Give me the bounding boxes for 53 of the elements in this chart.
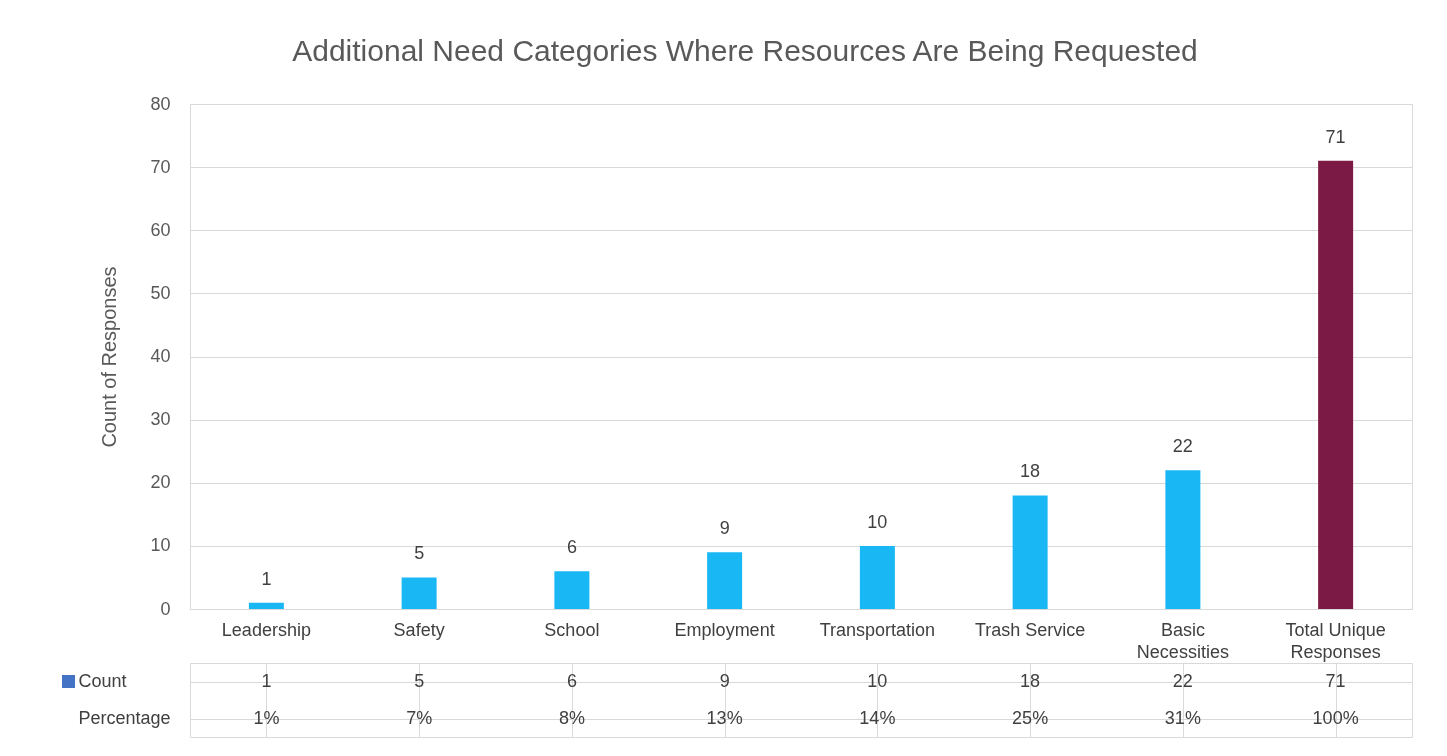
text: Percentage [78, 708, 171, 728]
y-tick-label: 60 [150, 219, 171, 240]
text: 7% [406, 707, 433, 728]
bar [1318, 160, 1354, 609]
text: 1 [261, 670, 272, 691]
x-tick-label: Safety [393, 619, 445, 640]
x-tick-label: Basic Necessities [1136, 619, 1229, 662]
text: 8% [558, 707, 585, 728]
data-label: 1 [261, 568, 272, 589]
y-tick-label: 0 [160, 598, 171, 619]
text: 25% [1012, 707, 1049, 728]
x-tick-label: Transportation [819, 619, 936, 640]
bar [1012, 495, 1048, 609]
bar [707, 552, 743, 609]
data-label: 10 [867, 511, 888, 532]
y-tick-label: 50 [150, 282, 171, 303]
data-label: 71 [1325, 126, 1346, 147]
text: 10 [867, 670, 888, 691]
text: 18 [1020, 670, 1041, 691]
y-tick-label: 40 [150, 346, 171, 366]
y-tick-label: 80 [150, 93, 171, 114]
data-label: 9 [719, 518, 730, 539]
x-tick-label: Employment [674, 619, 775, 640]
bar [1165, 470, 1201, 609]
text: 71 [1325, 670, 1346, 691]
text: 100% [1312, 707, 1359, 728]
data-label: 22 [1172, 436, 1193, 457]
y-axis-title: Count of Responses [98, 266, 121, 448]
text: 9 [719, 670, 730, 691]
text: 1% [253, 707, 280, 728]
text: 22 [1172, 670, 1193, 691]
text: Count [78, 671, 127, 691]
bar [859, 545, 895, 609]
data-label: 6 [566, 537, 577, 558]
y-tick-label: 30 [150, 409, 171, 430]
y-tick-label: 20 [150, 472, 171, 493]
bar [401, 577, 437, 609]
x-tick-label: School [544, 619, 600, 640]
bar [554, 571, 590, 609]
x-tick-label: Trash Service [974, 619, 1086, 640]
text: 14% [859, 707, 896, 728]
x-tick-label: Total Unique Responses [1285, 619, 1386, 662]
x-tick-label: Leadership [221, 619, 311, 640]
bar [248, 602, 284, 609]
y-tick-label: 10 [150, 535, 171, 556]
data-label: 5 [414, 543, 425, 564]
text: 5 [414, 670, 425, 691]
text: 31% [1164, 707, 1201, 728]
chart-title: Additional Need Categories Where Resources Are Being Requested [292, 33, 1198, 67]
data-label: 18 [1020, 461, 1041, 482]
y-tick-label: 70 [150, 156, 171, 177]
text: 13% [706, 707, 743, 728]
text: 6 [566, 670, 577, 691]
